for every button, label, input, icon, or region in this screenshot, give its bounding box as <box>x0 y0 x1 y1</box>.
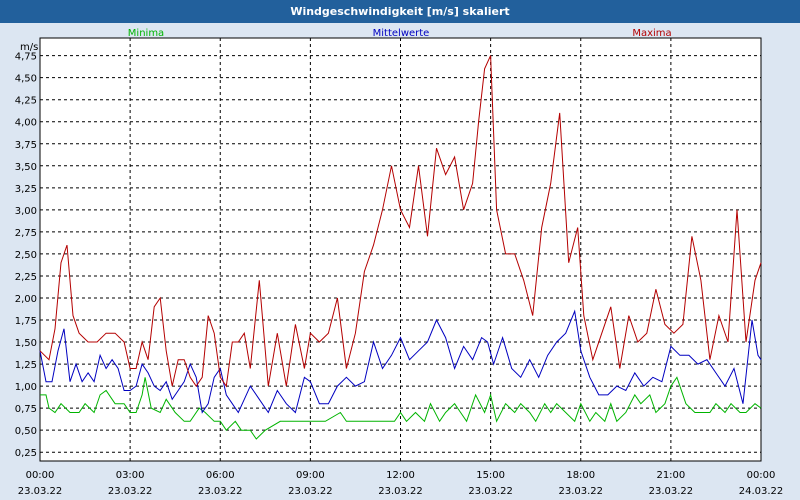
series-line-maxima <box>39 55 762 388</box>
x-tick-time: 12:00 <box>386 470 415 481</box>
y-tick-label: 1,75 <box>15 316 37 327</box>
y-tick-label: 4,75 <box>15 52 37 63</box>
x-tick-date: 23.03.22 <box>468 486 513 497</box>
y-tick-label: 2,25 <box>15 272 37 283</box>
x-tick-time: 21:00 <box>656 470 685 481</box>
x-tick-date: 24.03.22 <box>739 486 784 497</box>
y-tick-label: 0,75 <box>15 404 37 415</box>
y-tick-label: 4,25 <box>15 96 37 107</box>
x-tick-time: 15:00 <box>476 470 505 481</box>
y-tick-label: 3,00 <box>15 206 37 217</box>
x-tick-time: 06:00 <box>206 470 235 481</box>
chart-title: Windgeschwindigkeit [m/s] skaliert <box>0 0 800 23</box>
x-tick-date: 23.03.22 <box>649 486 694 497</box>
y-tick-label: 4,00 <box>15 118 37 129</box>
x-tick-date: 23.03.22 <box>558 486 603 497</box>
x-tick-date: 23.03.22 <box>378 486 423 497</box>
x-tick-time: 03:00 <box>116 470 145 481</box>
chart-canvas: 0,25 0,50 0,75 1,00 1,25 1,50 1,75 2,00 2,25 2,50… <box>15 28 784 497</box>
y-tick-label: 1,00 <box>15 382 37 393</box>
y-tick-label: 1,50 <box>15 338 37 349</box>
y-tick-label: 2,00 <box>15 294 37 305</box>
y-tick-label: 2,50 <box>15 250 37 261</box>
y-tick-label: 3,25 <box>15 184 37 195</box>
y-axis-label: m/s <box>20 42 38 53</box>
y-tick-label: 3,50 <box>15 162 37 173</box>
x-tick-time: 00:00 <box>26 470 55 481</box>
series-line-mittelwerte <box>39 309 762 414</box>
legend-minima: Minima <box>128 28 164 39</box>
x-tick-date: 23.03.22 <box>198 486 243 497</box>
y-tick-label: 0,25 <box>15 448 37 459</box>
x-tick-date: 23.03.22 <box>18 486 63 497</box>
y-tick-label: 0,50 <box>15 426 37 437</box>
y-tick-labels: 0,25 0,50 0,75 1,00 1,25 1,50 1,75 2,00 2,25 2,50… <box>15 52 37 460</box>
series-lines <box>39 55 762 440</box>
x-tick-time: 09:00 <box>296 470 325 481</box>
y-tick-label: 3,75 <box>15 140 37 151</box>
x-tick-date: 23.03.22 <box>288 486 333 497</box>
grid <box>40 38 761 461</box>
x-tick-time: 00:00 <box>747 470 776 481</box>
legend-mittelwerte: Mittelwerte <box>373 28 430 39</box>
x-tick-time: 18:00 <box>566 470 595 481</box>
y-tick-label: 4,50 <box>15 74 37 85</box>
y-tick-label: 1,25 <box>15 360 37 371</box>
y-tick-label: 2,75 <box>15 228 37 239</box>
x-tick-labels: 00:00 23.03.22 03:00 23.03.22 06:00 23.03.22 0… <box>18 470 784 497</box>
series-line-minima <box>40 376 762 440</box>
x-tick-date: 23.03.22 <box>108 486 153 497</box>
legend-maxima: Maxima <box>632 28 671 39</box>
